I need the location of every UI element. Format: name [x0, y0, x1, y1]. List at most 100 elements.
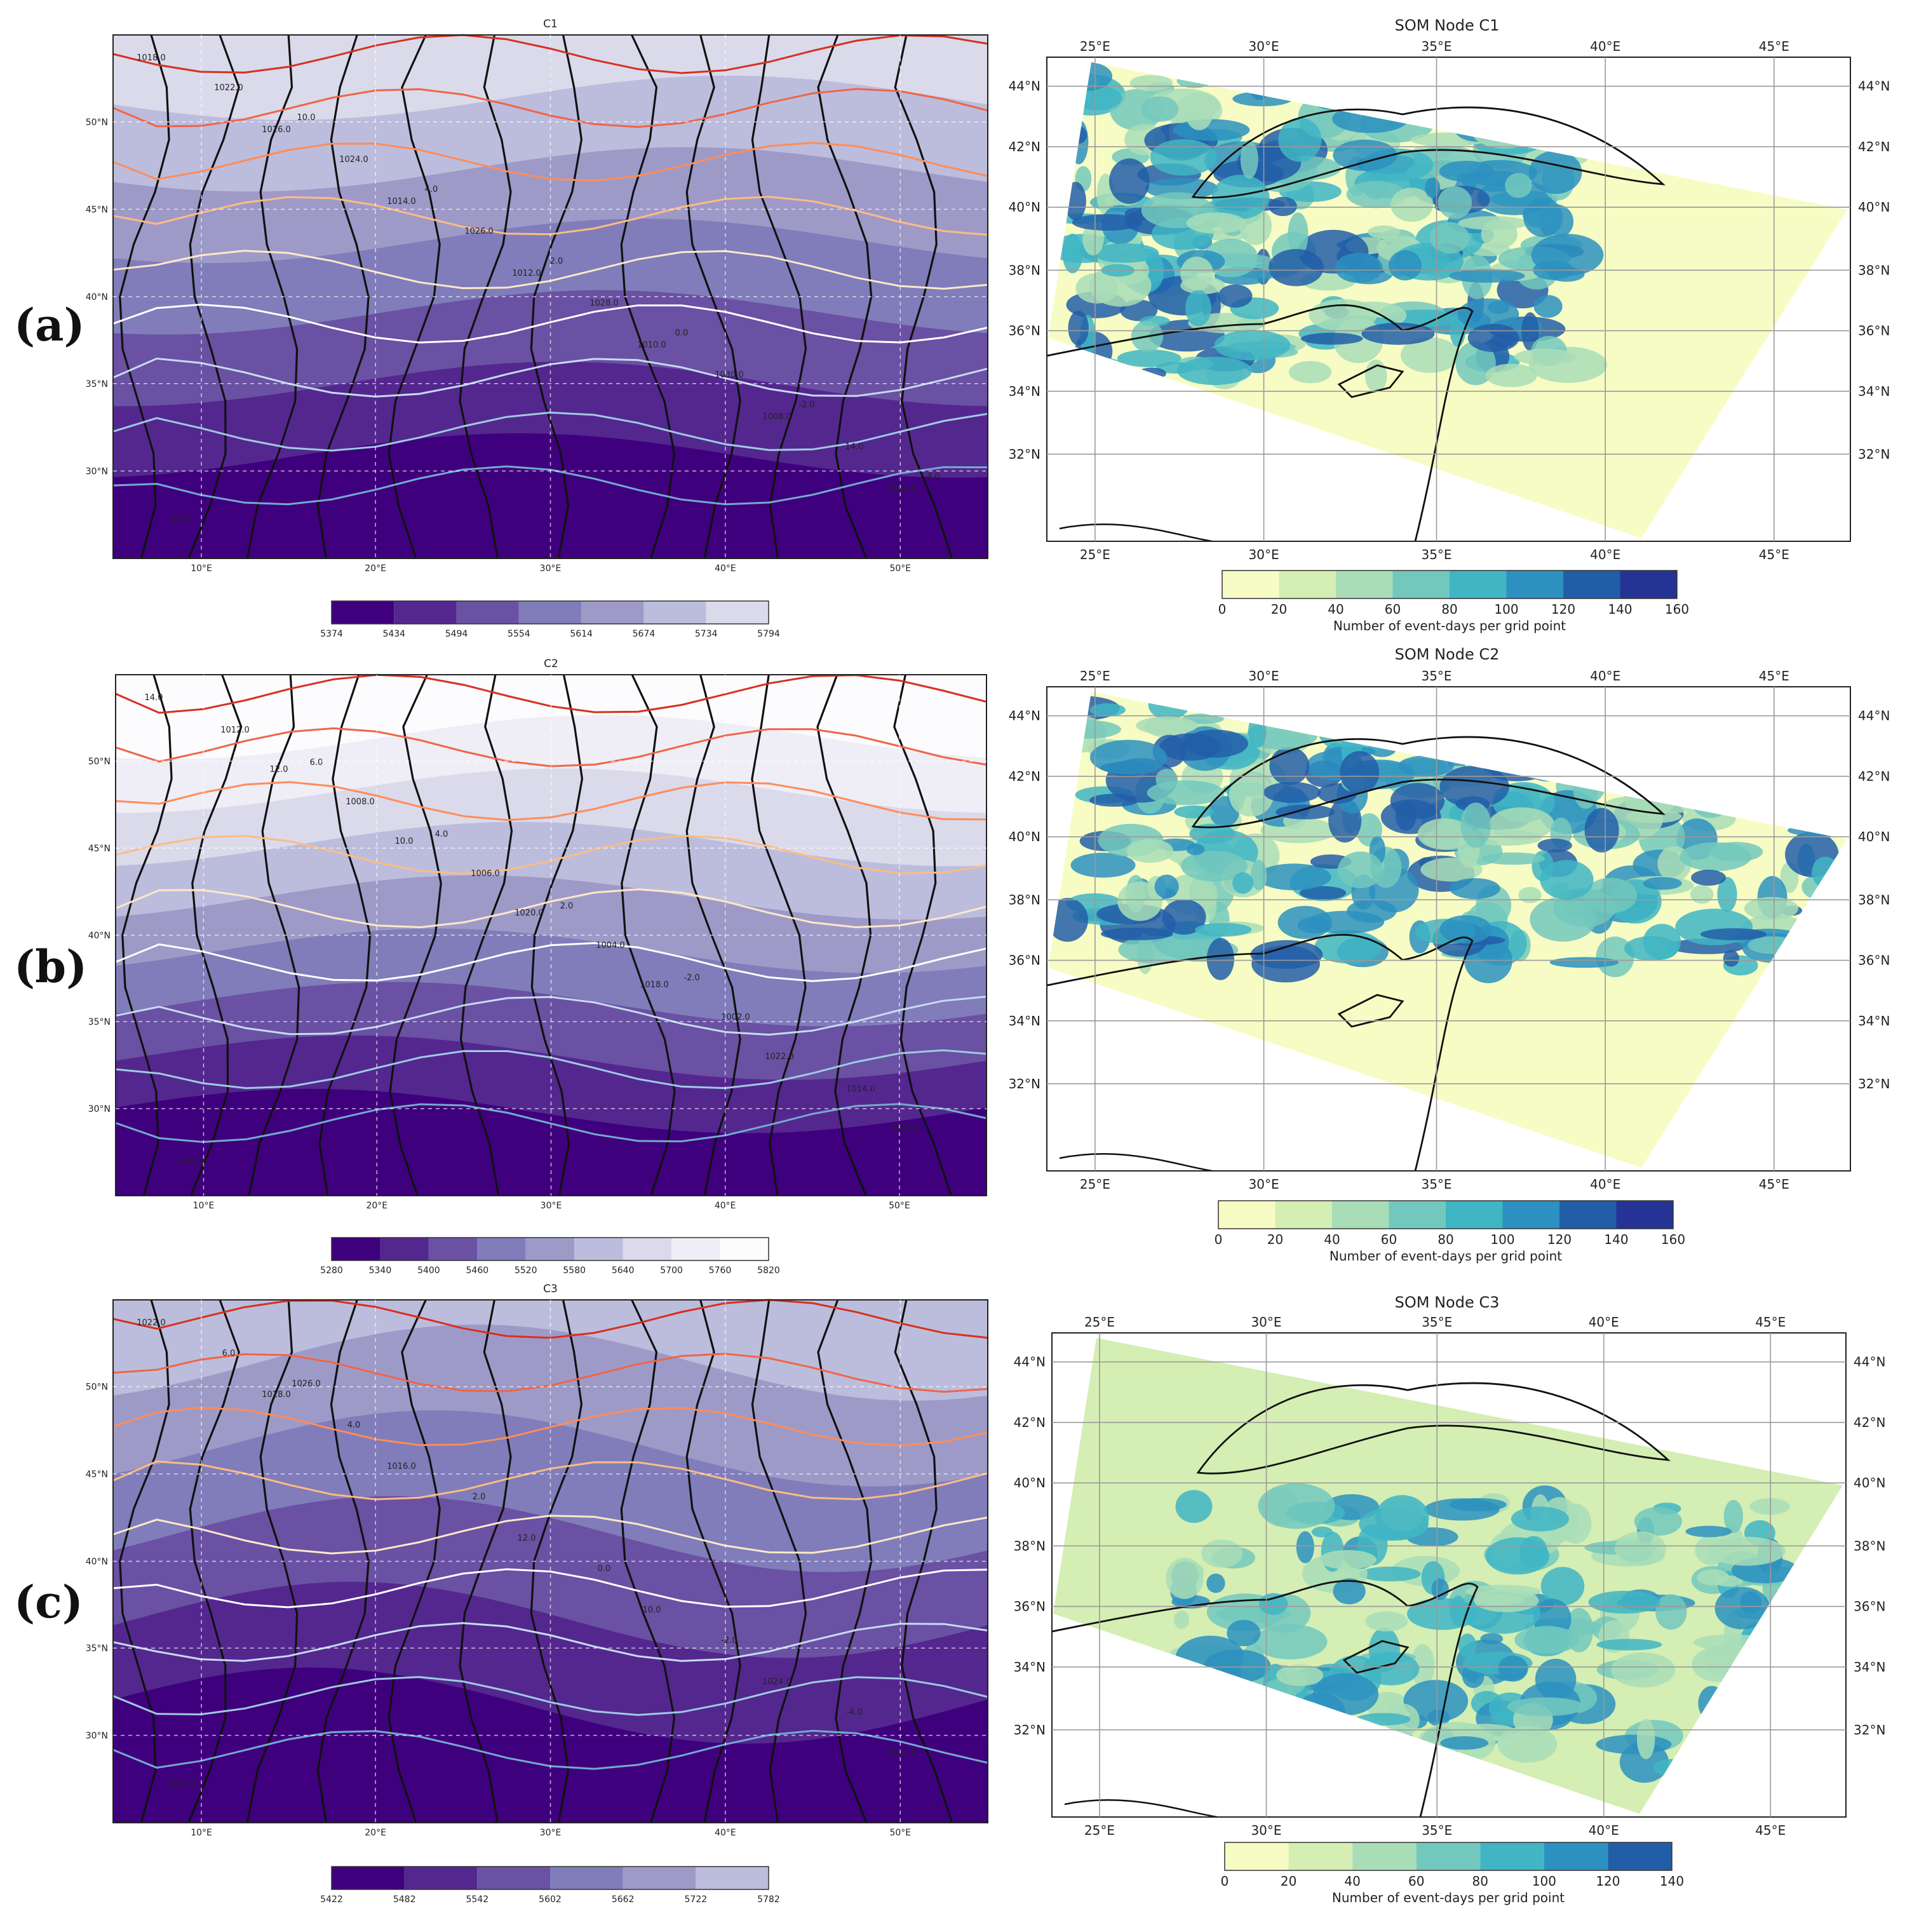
colorbar-swatch: [574, 1238, 623, 1260]
field-patch: [1333, 1578, 1366, 1605]
field-patch: [1460, 802, 1491, 848]
field-patch: [1474, 1593, 1523, 1606]
field-patch: [1375, 1495, 1429, 1540]
colorbar-tick-label: 120: [1596, 1874, 1620, 1889]
field-patch: [1450, 878, 1500, 900]
lat-tick-label-right: 44°N: [1854, 1354, 1885, 1370]
colorbar-tick-label: 5722: [685, 1895, 708, 1905]
field-patch: [1685, 1525, 1732, 1537]
lon-tick-label-top: 45°E: [1759, 39, 1789, 54]
lat-tick-label: 30°N: [86, 466, 108, 476]
contour-label: -2.0: [798, 400, 814, 410]
colorbar-tick-label: 100: [1532, 1874, 1556, 1889]
lat-tick-label: 50°N: [88, 757, 111, 767]
field-patch: [1340, 751, 1380, 794]
colorbar-tick-label: 5760: [709, 1266, 732, 1276]
field-patch: [1185, 91, 1214, 131]
colorbar-tick-label: 5340: [369, 1266, 392, 1276]
lon-tick-label-top: 40°E: [1590, 39, 1620, 54]
isotherm: [112, 142, 988, 182]
field-patch: [1389, 250, 1422, 281]
colorbar-swatch: [1336, 571, 1393, 598]
field-patch: [1488, 807, 1554, 841]
lat-tick-label-left: 34°N: [1009, 1013, 1040, 1029]
contour-label: 1018.0: [640, 980, 669, 990]
lon-tick-label: 20°E: [365, 564, 386, 574]
field-patch: [1467, 323, 1519, 352]
colorbar-swatch: [518, 601, 582, 624]
colorbar-tick-label: 5520: [515, 1266, 537, 1276]
lon-tick-label: 40°E: [715, 1828, 736, 1838]
field-patch: [1175, 1490, 1213, 1523]
panel-frame: [1046, 57, 1851, 542]
isotherm: [112, 1568, 988, 1609]
lon-tick-label: 50°E: [889, 1828, 911, 1838]
event-days-colorbar: 0 20 40 60 80 100 120 140 Number of event-days p…: [1221, 1842, 1684, 1905]
row-label-c: (c): [14, 1576, 83, 1628]
field-patch: [1497, 1726, 1558, 1763]
field-patch: [1723, 950, 1739, 967]
field-patch: [1505, 173, 1532, 198]
colorbar-tick-label: 5494: [445, 629, 468, 639]
lat-tick-label: 40°N: [88, 931, 111, 941]
lat-tick-label-right: 42°N: [1858, 139, 1890, 154]
field-patch: [1062, 233, 1083, 274]
contour-label: 1030.0: [715, 370, 744, 380]
field-patch: [1072, 214, 1143, 231]
colorbar-tick-label: 5614: [570, 629, 593, 639]
field-patch: [1214, 330, 1291, 361]
lat-tick-label-right: 32°N: [1858, 447, 1890, 462]
field-patch: [1173, 119, 1250, 141]
colorbar-tick-label: 5280: [320, 1266, 343, 1276]
colorbar-tick-label: 40: [1324, 1232, 1340, 1247]
contour-label: 1022.0: [214, 83, 243, 93]
contour-label: 10.0: [643, 1605, 661, 1615]
lon-tick-label: 10°E: [191, 1828, 212, 1838]
field-patch: [1717, 877, 1737, 912]
field-patch: [1485, 363, 1537, 388]
field-patch: [1537, 838, 1572, 853]
field-patch: [1333, 139, 1397, 171]
lat-tick-label-left: 40°N: [1014, 1475, 1046, 1490]
colorbar-swatch: [623, 1238, 672, 1260]
field-patch: [1075, 273, 1119, 304]
lat-tick-label-left: 36°N: [1009, 323, 1040, 339]
field-patch: [1195, 922, 1252, 937]
colorbar-swatch: [394, 601, 457, 624]
colorbar-tick-label: 5580: [563, 1266, 586, 1276]
field-patch: [1250, 860, 1267, 891]
field-patch: [1744, 896, 1799, 921]
field-patch: [1278, 118, 1322, 162]
contour-label: 1020.0: [515, 909, 544, 918]
field-patch: [1540, 860, 1594, 900]
colorbar-swatch: [1279, 571, 1336, 598]
colorbar-frame: [331, 1237, 769, 1261]
field-patch: [1276, 804, 1335, 820]
lat-tick-label: 30°N: [86, 1731, 108, 1741]
colorbar-frame: [331, 1866, 769, 1890]
field-patch: [1319, 1550, 1377, 1570]
colorbar-tick-label: 60: [1385, 602, 1401, 617]
colorbar-swatch: [525, 1238, 575, 1260]
field-patch: [1162, 899, 1206, 935]
colorbar-tick-label: 5794: [757, 629, 780, 639]
colorbar-label: Number of event-days per grid point: [1333, 618, 1566, 633]
contour-label: 0.0: [675, 328, 689, 338]
panel-title: C2: [544, 658, 558, 670]
lat-tick-label-right: 36°N: [1858, 323, 1890, 339]
field-patch: [1365, 360, 1387, 393]
lat-tick-label-left: 44°N: [1009, 79, 1040, 94]
colorbar-swatch: [550, 1867, 623, 1889]
contour-label: 1026.0: [464, 227, 494, 236]
lat-tick-label-right: 36°N: [1854, 1599, 1885, 1614]
contour-label: -4.0: [846, 1708, 862, 1717]
field-patch: [1258, 1483, 1335, 1529]
lat-tick-label: 45°N: [86, 1469, 108, 1480]
contour-label: 1012.0: [512, 269, 541, 278]
contour-label: 12.0: [270, 765, 288, 774]
lat-tick-label: 50°N: [86, 118, 108, 128]
colorbar-tick-label: 5482: [393, 1895, 416, 1905]
lat-tick-label-left: 44°N: [1014, 1354, 1046, 1370]
colorbar-tick-label: 5734: [695, 629, 718, 639]
contour-label: 1016.0: [262, 125, 291, 135]
